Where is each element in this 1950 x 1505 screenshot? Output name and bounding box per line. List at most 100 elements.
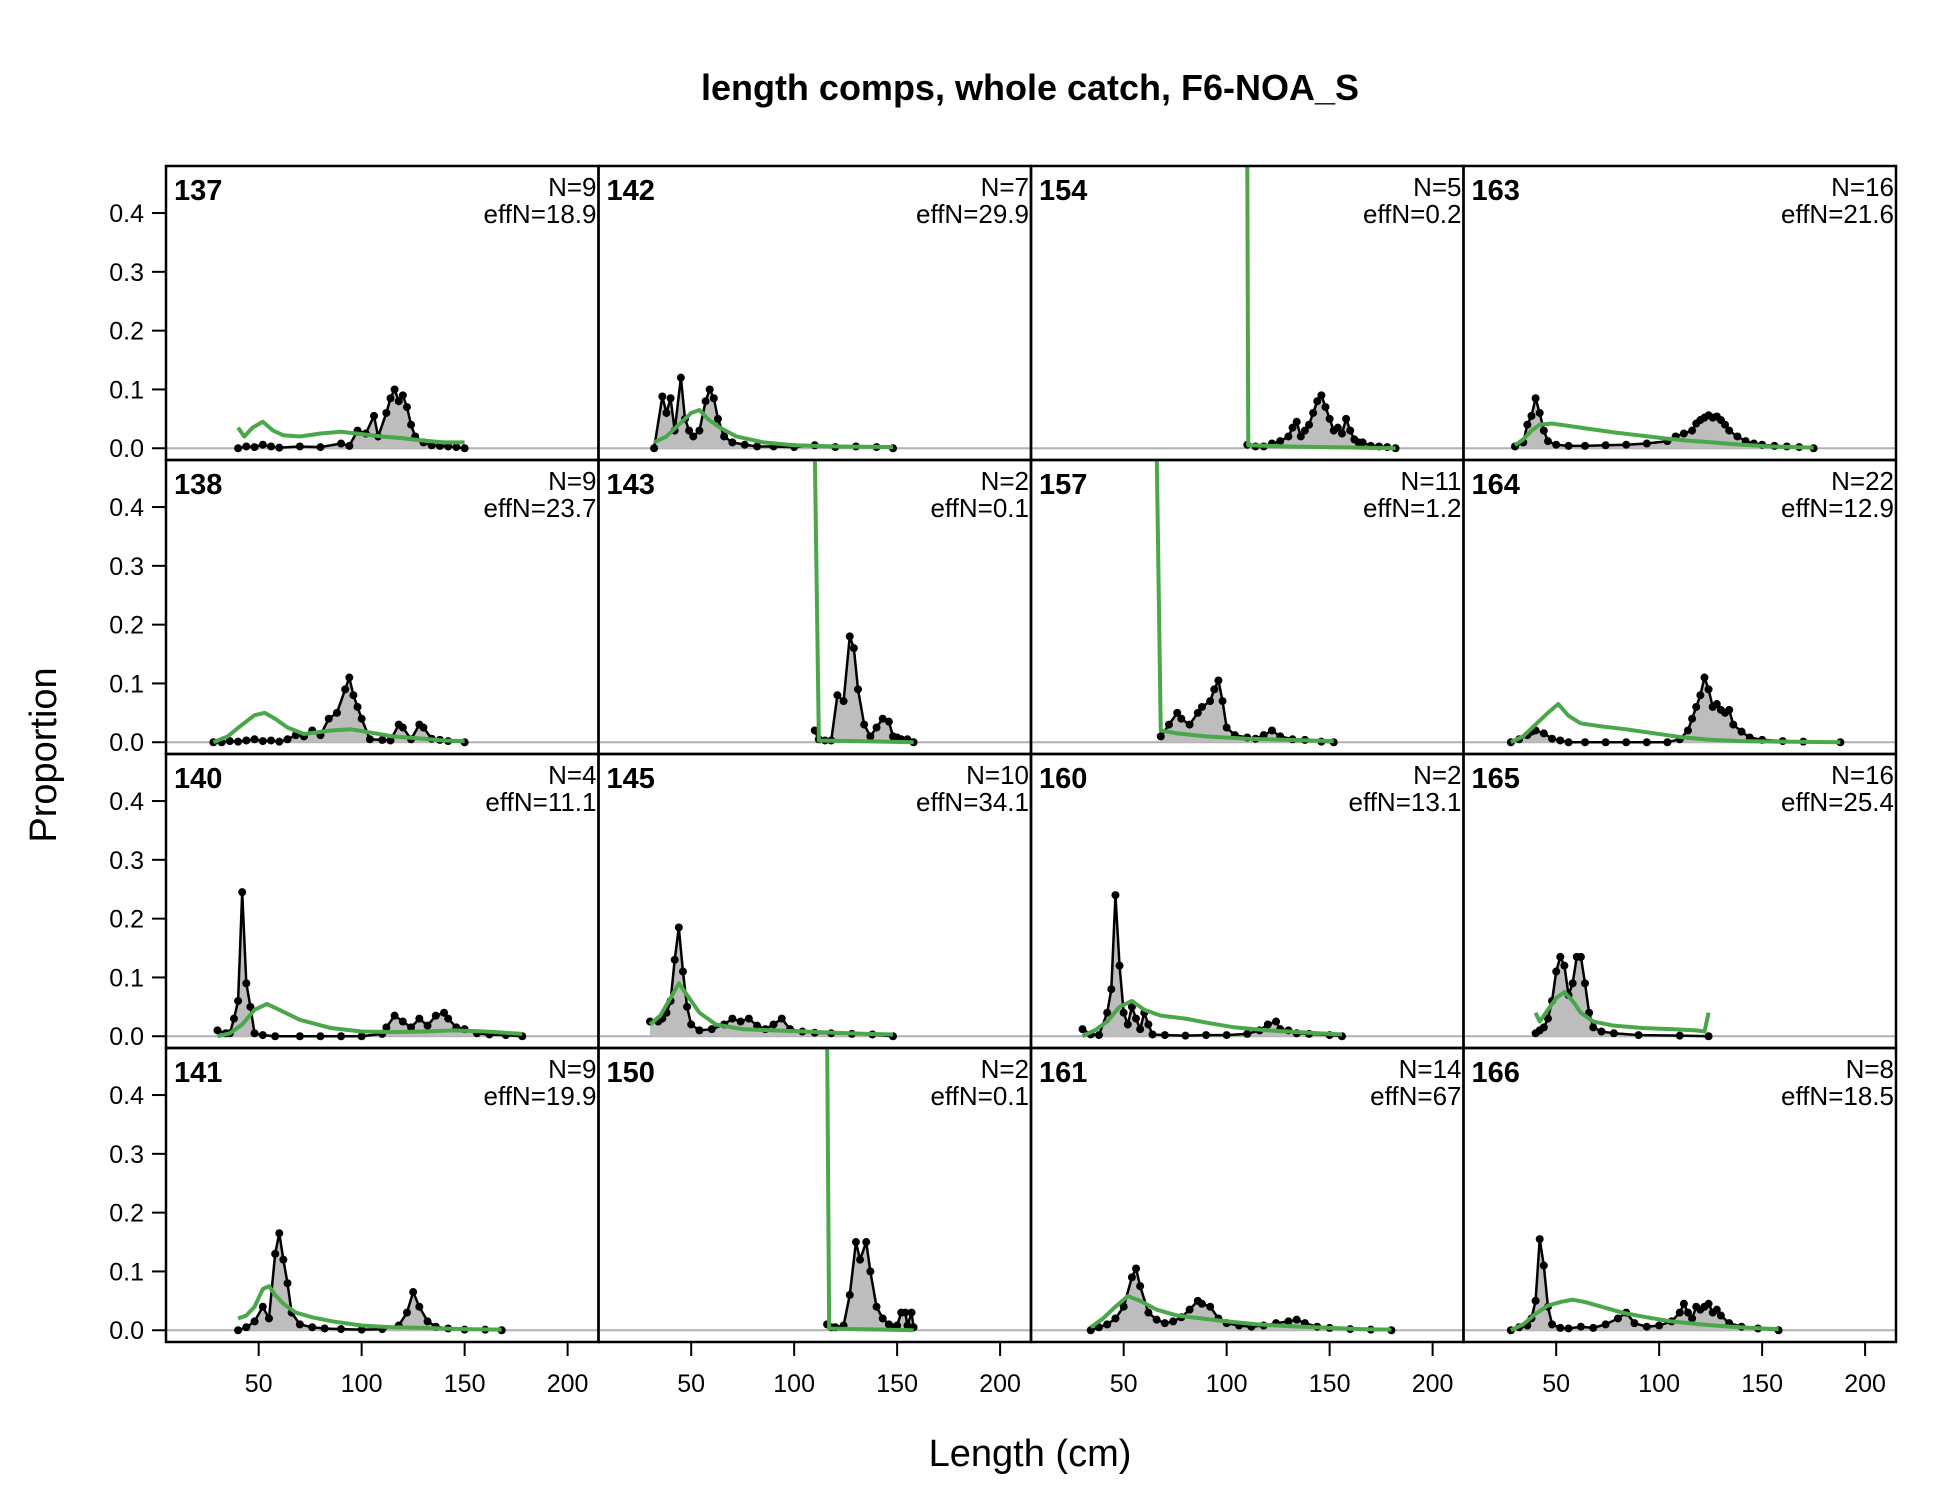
observed-point [849, 644, 858, 653]
observed-point [1346, 426, 1355, 435]
panel-effn-text: effN=13.1 [1348, 787, 1461, 817]
observed-point [1729, 720, 1738, 729]
observed-point [275, 737, 284, 746]
y-tick-label: 0.0 [109, 1317, 144, 1345]
observed-point [460, 444, 469, 453]
x-tick-label: 150 [876, 1370, 918, 1398]
observed-point [1300, 426, 1309, 435]
panel-n-text: N=14 [1399, 1054, 1462, 1084]
panel-effn-text: effN=19.9 [483, 1081, 596, 1111]
observed-point [1148, 1030, 1157, 1039]
observed-point [1123, 1020, 1132, 1029]
observed-line [237, 386, 465, 450]
observed-point [695, 1026, 704, 1035]
observed-point [1214, 676, 1223, 685]
observed-point [275, 1229, 284, 1238]
observed-point [1206, 1302, 1215, 1311]
y-tick-label: 0.4 [109, 1082, 144, 1110]
observed-point [1630, 1319, 1639, 1328]
observed-point [1622, 738, 1631, 747]
observed-point [242, 1323, 251, 1332]
y-tick-label: 0.3 [109, 1141, 144, 1169]
observed-point [1733, 432, 1742, 441]
observed-point [1622, 440, 1631, 449]
observed-area [654, 377, 894, 449]
expected-line [812, 460, 914, 745]
observed-point [320, 1324, 329, 1333]
observed-point [705, 385, 714, 394]
observed-point [1581, 979, 1590, 988]
observed-point [1222, 723, 1231, 732]
y-tick-label: 0.4 [109, 494, 144, 522]
observed-point [357, 714, 366, 723]
observed-point [1292, 417, 1301, 426]
observed-point [1581, 738, 1590, 747]
observed-point [238, 888, 247, 897]
observed-point [390, 385, 399, 394]
observed-point [271, 1249, 280, 1258]
observed-point [419, 723, 428, 732]
observed-point [267, 442, 276, 451]
x-tick-label: 50 [1110, 1370, 1138, 1398]
observed-point [685, 426, 694, 435]
x-tick-label: 50 [677, 1370, 705, 1398]
observed-point [854, 685, 862, 694]
observed-point [1337, 429, 1346, 438]
y-tick-label: 0.3 [109, 259, 144, 287]
observed-point [753, 442, 762, 451]
panel-effn-text: effN=21.6 [1781, 199, 1894, 229]
observed-point [258, 1302, 267, 1311]
observed-point [349, 691, 358, 700]
expected-line [1513, 421, 1814, 450]
panel-label: 140 [174, 763, 222, 795]
chart-title: length comps, whole catch, F6-NOA_S [701, 67, 1359, 108]
observed-point [365, 735, 374, 744]
observed-area [1510, 1239, 1779, 1331]
panel-plot-area [1031, 460, 1464, 747]
observed-point [1119, 1302, 1128, 1311]
observed-point [1543, 437, 1552, 446]
panel-n-text: N=16 [1831, 172, 1894, 202]
panel-n-text: N=9 [548, 172, 596, 202]
panel-plot-area [166, 1229, 599, 1335]
observed-point [1094, 1031, 1103, 1040]
observed-point [1539, 1261, 1548, 1270]
observed-point [234, 444, 243, 453]
observed-point [1164, 720, 1173, 729]
observed-point [1663, 738, 1672, 747]
panel-effn-text: effN=23.7 [483, 493, 596, 523]
observed-point [1679, 429, 1688, 438]
x-tick-label: 150 [1309, 1370, 1351, 1398]
observed-area [238, 1233, 502, 1331]
observed-point [674, 923, 683, 932]
observed-point [258, 1031, 267, 1040]
observed-point [1688, 714, 1697, 723]
observed-point [676, 373, 685, 382]
observed-point [695, 426, 704, 435]
observed-point [728, 1014, 737, 1023]
observed-point [701, 397, 710, 406]
panel-plot-area [598, 373, 1031, 453]
observed-point [1342, 414, 1351, 423]
observed-point [1321, 403, 1330, 412]
y-tick-label: 0.4 [109, 788, 144, 816]
observed-point [423, 1317, 432, 1326]
observed-point [1609, 1029, 1618, 1038]
observed-point [1103, 1320, 1112, 1329]
observed-point [1313, 397, 1322, 406]
observed-point [1181, 1031, 1190, 1040]
observed-area [1535, 956, 1709, 1037]
observed-point [1712, 1305, 1721, 1314]
observed-point [707, 1025, 716, 1034]
panel-n-text: N=9 [548, 466, 596, 496]
observed-point [777, 1014, 786, 1023]
observed-point [658, 392, 667, 401]
observed-point [1136, 1282, 1145, 1291]
panel-plot-area [1463, 673, 1896, 747]
panel-plot-area [1031, 891, 1464, 1041]
observed-point [229, 1014, 238, 1023]
expected-line [1510, 702, 1841, 745]
